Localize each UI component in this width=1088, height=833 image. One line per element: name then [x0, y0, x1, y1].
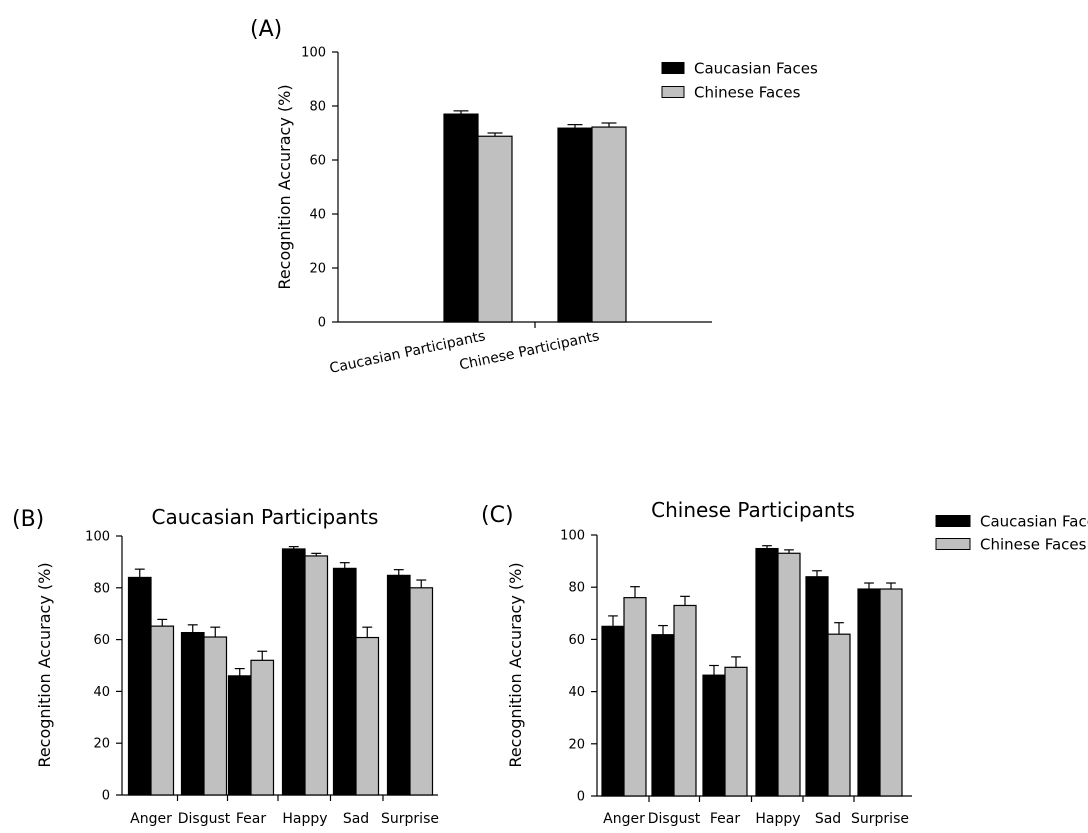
- y-tick-label: 60: [309, 154, 326, 169]
- y-tick-label: 100: [301, 46, 326, 61]
- y-axis-label: Recognition Accuracy (%): [35, 562, 54, 767]
- x-tick-label: Surprise: [851, 811, 909, 827]
- bar: [386, 574, 411, 796]
- legend-label: Caucasian Faces: [980, 513, 1088, 531]
- x-tick-label: Fear: [236, 811, 266, 827]
- y-tick-label: 80: [93, 581, 110, 596]
- bar: [281, 548, 306, 796]
- bar: [409, 587, 434, 796]
- panel-title: Chinese Participants: [651, 498, 855, 522]
- panel-label: (A): [250, 17, 282, 42]
- legend-swatch: [935, 515, 971, 527]
- bar: [702, 674, 726, 797]
- bar: [805, 576, 829, 797]
- y-axis-label: Recognition Accuracy (%): [506, 562, 525, 767]
- legend: Caucasian Faces Chinese Faces: [935, 513, 1088, 554]
- x-tick-label: Surprise: [381, 811, 439, 827]
- x-tick-label: Fear: [710, 811, 740, 827]
- bar: [857, 588, 881, 797]
- y-tick-label: 40: [309, 208, 326, 223]
- bar: [127, 576, 152, 796]
- bar: [879, 588, 903, 797]
- legend-swatch: [935, 538, 971, 550]
- x-tick-label: Disgust: [648, 811, 701, 827]
- x-tick-label: Anger: [603, 811, 645, 827]
- y-tick-label: 0: [318, 316, 326, 331]
- legend-swatch: [661, 62, 685, 74]
- bar: [623, 597, 647, 797]
- bar: [355, 636, 380, 796]
- bar: [827, 633, 851, 797]
- y-tick-label: 20: [93, 737, 110, 752]
- bar: [443, 113, 479, 323]
- y-tick-label: 80: [568, 581, 585, 596]
- legend-swatch: [661, 86, 685, 98]
- panel-c: (C) Chinese Participants Recognition Accur…: [481, 498, 1088, 827]
- bar: [203, 636, 228, 796]
- bar: [477, 135, 513, 323]
- panel-label: (B): [12, 507, 44, 532]
- bar: [673, 604, 697, 797]
- y-tick-label: 60: [568, 633, 585, 648]
- bar: [591, 126, 627, 323]
- bar: [777, 552, 801, 797]
- bar: [557, 127, 593, 323]
- x-tick-label: Sad: [343, 811, 369, 827]
- x-tick-label: Sad: [815, 811, 841, 827]
- y-tick-label: 60: [93, 633, 110, 648]
- bar: [651, 634, 675, 797]
- bar: [250, 659, 275, 796]
- x-tick-label: Happy: [755, 811, 800, 827]
- y-tick-label: 40: [568, 685, 585, 700]
- legend-label: Chinese Faces: [980, 536, 1087, 554]
- panel-label: (C): [481, 503, 514, 528]
- bar: [601, 625, 625, 797]
- y-tick-label: 40: [93, 685, 110, 700]
- panel-b: (B) Caucasian Participants Recognition Acc…: [12, 505, 439, 827]
- y-tick-label: 0: [577, 790, 585, 805]
- x-tick-label: Anger: [130, 811, 172, 827]
- bar: [304, 555, 329, 796]
- x-tick-label: Disgust: [178, 811, 231, 827]
- bar: [150, 625, 175, 796]
- legend-label: Caucasian Faces: [694, 60, 818, 78]
- x-tick-label: Happy: [282, 811, 327, 827]
- legend-label: Chinese Faces: [694, 84, 801, 102]
- y-tick-label: 100: [560, 529, 585, 544]
- y-tick-label: 0: [102, 789, 110, 804]
- y-axis-label: Recognition Accuracy (%): [275, 84, 294, 289]
- bar: [755, 547, 779, 797]
- bar: [227, 675, 252, 796]
- y-tick-label: 80: [309, 100, 326, 115]
- panel-a: (A) Recognition Accuracy (%) 0 20 40 60 80 100 C…: [250, 17, 818, 377]
- bar: [332, 567, 357, 796]
- panel-title: Caucasian Participants: [152, 505, 379, 529]
- y-tick-label: 20: [568, 737, 585, 752]
- bar: [724, 666, 748, 797]
- legend: Caucasian Faces Chinese Faces: [661, 60, 818, 102]
- bar: [180, 632, 205, 796]
- y-tick-label: 20: [309, 262, 326, 277]
- y-tick-label: 100: [85, 530, 110, 545]
